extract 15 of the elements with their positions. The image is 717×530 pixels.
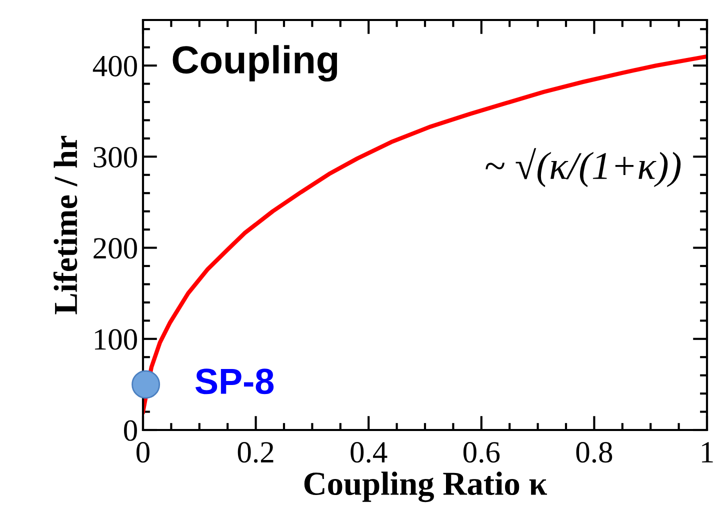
x-tick-label: 0.6 xyxy=(463,442,500,463)
y-tick-label: 200 xyxy=(94,238,137,259)
y-tick-label: 300 xyxy=(94,146,137,168)
x-tick-label: 0.2 xyxy=(238,442,274,463)
x-tick-label: 1 xyxy=(702,442,713,462)
series-label: SP-8 xyxy=(195,368,274,394)
y-tick-label: 100 xyxy=(94,329,137,350)
x-tick-label: 0.4 xyxy=(350,442,388,463)
text: Coupling xyxy=(172,45,338,82)
y-tick-label: 400 xyxy=(92,56,137,76)
annotation: ~ √(κ/(1+κ)) xyxy=(486,148,681,188)
x-tick-label: 0.8 xyxy=(576,442,612,463)
y-axis-title: Lifetime / hr xyxy=(53,136,78,314)
x-axis-title: Coupling Ratio κ xyxy=(304,472,548,502)
y-tick-label: 0 xyxy=(124,420,137,441)
